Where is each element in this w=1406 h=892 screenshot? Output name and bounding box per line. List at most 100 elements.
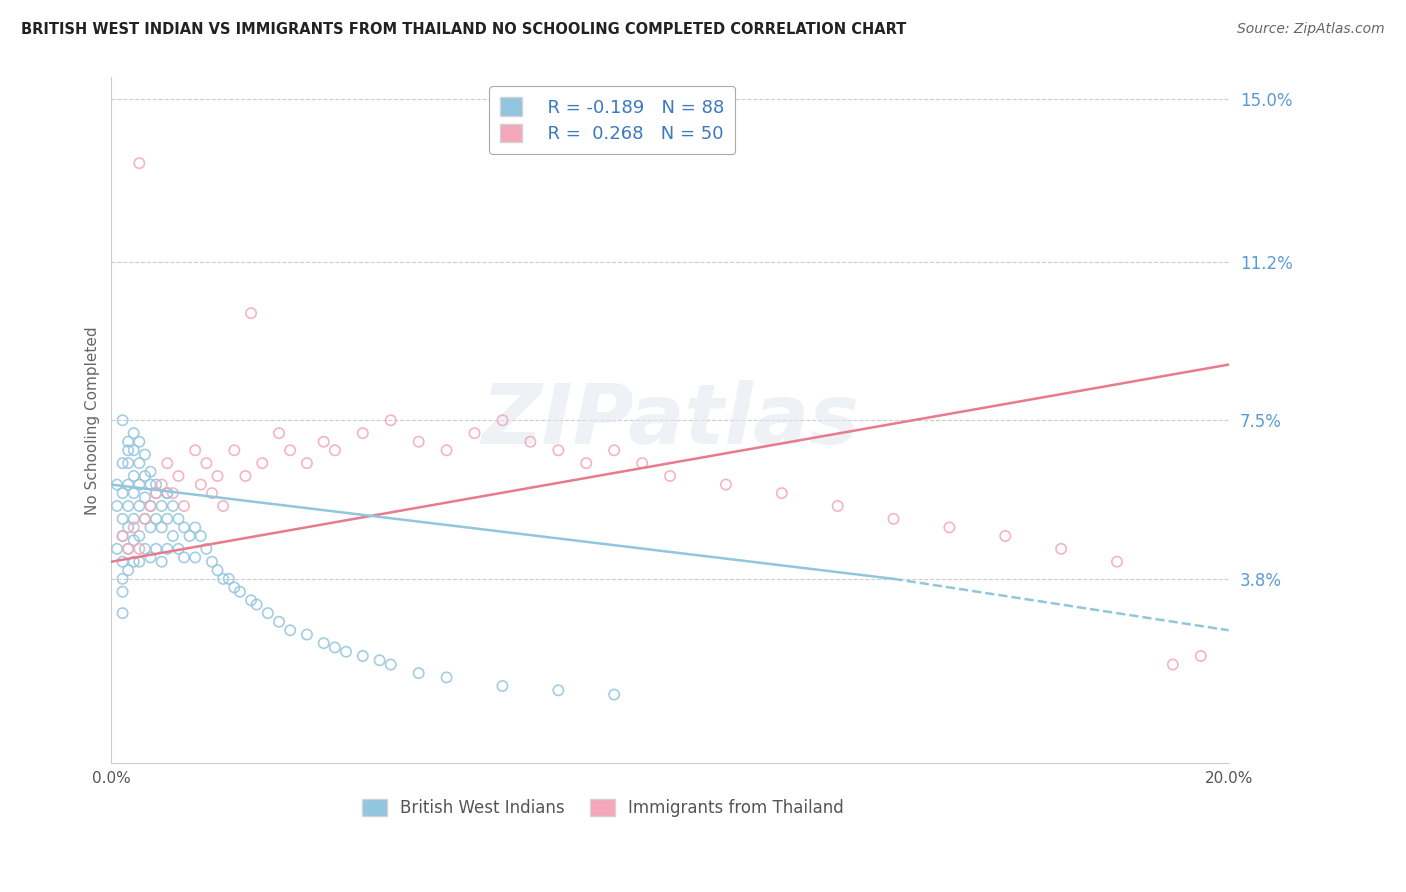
Point bbox=[408, 434, 430, 449]
Point bbox=[122, 533, 145, 548]
Point bbox=[139, 520, 162, 534]
Point bbox=[436, 670, 458, 684]
Point bbox=[156, 486, 179, 500]
Point bbox=[139, 499, 162, 513]
Point bbox=[167, 469, 190, 483]
Point bbox=[122, 469, 145, 483]
Point bbox=[134, 541, 156, 556]
Point bbox=[631, 456, 654, 470]
Point bbox=[519, 434, 541, 449]
Point bbox=[117, 443, 139, 458]
Legend: British West Indians, Immigrants from Thailand: British West Indians, Immigrants from Th… bbox=[356, 792, 851, 823]
Point bbox=[335, 645, 357, 659]
Point bbox=[436, 443, 458, 458]
Point bbox=[150, 520, 173, 534]
Point bbox=[111, 584, 134, 599]
Point bbox=[128, 529, 150, 543]
Point bbox=[128, 499, 150, 513]
Point bbox=[256, 606, 278, 620]
Point bbox=[145, 541, 167, 556]
Point bbox=[150, 477, 173, 491]
Point bbox=[122, 486, 145, 500]
Point bbox=[105, 499, 128, 513]
Point bbox=[246, 598, 269, 612]
Point bbox=[111, 486, 134, 500]
Point bbox=[184, 550, 207, 565]
Point bbox=[603, 443, 626, 458]
Point bbox=[139, 550, 162, 565]
Point bbox=[150, 555, 173, 569]
Point bbox=[659, 469, 682, 483]
Point bbox=[278, 443, 301, 458]
Point bbox=[1189, 648, 1212, 663]
Point bbox=[167, 512, 190, 526]
Point bbox=[105, 541, 128, 556]
Point bbox=[173, 499, 195, 513]
Point bbox=[1050, 541, 1073, 556]
Point bbox=[111, 529, 134, 543]
Point bbox=[162, 486, 184, 500]
Point bbox=[218, 572, 240, 586]
Point bbox=[134, 491, 156, 505]
Point bbox=[312, 636, 335, 650]
Point bbox=[117, 563, 139, 577]
Point bbox=[111, 572, 134, 586]
Point bbox=[207, 563, 229, 577]
Point bbox=[201, 555, 224, 569]
Point bbox=[173, 550, 195, 565]
Point bbox=[212, 499, 235, 513]
Point bbox=[128, 434, 150, 449]
Point bbox=[195, 541, 218, 556]
Point bbox=[117, 541, 139, 556]
Point bbox=[547, 683, 569, 698]
Point bbox=[111, 456, 134, 470]
Point bbox=[150, 499, 173, 513]
Point bbox=[122, 520, 145, 534]
Point bbox=[207, 469, 229, 483]
Point bbox=[212, 572, 235, 586]
Point bbox=[229, 584, 252, 599]
Text: Source: ZipAtlas.com: Source: ZipAtlas.com bbox=[1237, 22, 1385, 37]
Point bbox=[575, 456, 598, 470]
Point bbox=[156, 456, 179, 470]
Point bbox=[179, 529, 201, 543]
Point bbox=[938, 520, 960, 534]
Text: BRITISH WEST INDIAN VS IMMIGRANTS FROM THAILAND NO SCHOOLING COMPLETED CORRELATI: BRITISH WEST INDIAN VS IMMIGRANTS FROM T… bbox=[21, 22, 907, 37]
Point bbox=[145, 486, 167, 500]
Point bbox=[156, 512, 179, 526]
Point bbox=[267, 426, 290, 441]
Point bbox=[128, 555, 150, 569]
Point bbox=[167, 541, 190, 556]
Point bbox=[464, 426, 486, 441]
Point bbox=[117, 499, 139, 513]
Point bbox=[1105, 555, 1128, 569]
Point bbox=[770, 486, 793, 500]
Point bbox=[352, 648, 374, 663]
Point bbox=[380, 413, 402, 427]
Point bbox=[128, 156, 150, 170]
Point bbox=[117, 434, 139, 449]
Point bbox=[111, 606, 134, 620]
Point bbox=[111, 512, 134, 526]
Point bbox=[547, 443, 569, 458]
Point bbox=[156, 486, 179, 500]
Point bbox=[117, 520, 139, 534]
Point bbox=[827, 499, 849, 513]
Point bbox=[162, 499, 184, 513]
Point bbox=[408, 666, 430, 681]
Point bbox=[491, 679, 513, 693]
Point bbox=[117, 477, 139, 491]
Point bbox=[145, 477, 167, 491]
Point bbox=[134, 448, 156, 462]
Point bbox=[122, 512, 145, 526]
Point bbox=[883, 512, 905, 526]
Point bbox=[380, 657, 402, 672]
Point bbox=[139, 477, 162, 491]
Y-axis label: No Schooling Completed: No Schooling Completed bbox=[86, 326, 100, 515]
Point bbox=[224, 443, 246, 458]
Point bbox=[162, 529, 184, 543]
Point bbox=[267, 615, 290, 629]
Point bbox=[240, 306, 263, 320]
Point bbox=[184, 520, 207, 534]
Point bbox=[122, 426, 145, 441]
